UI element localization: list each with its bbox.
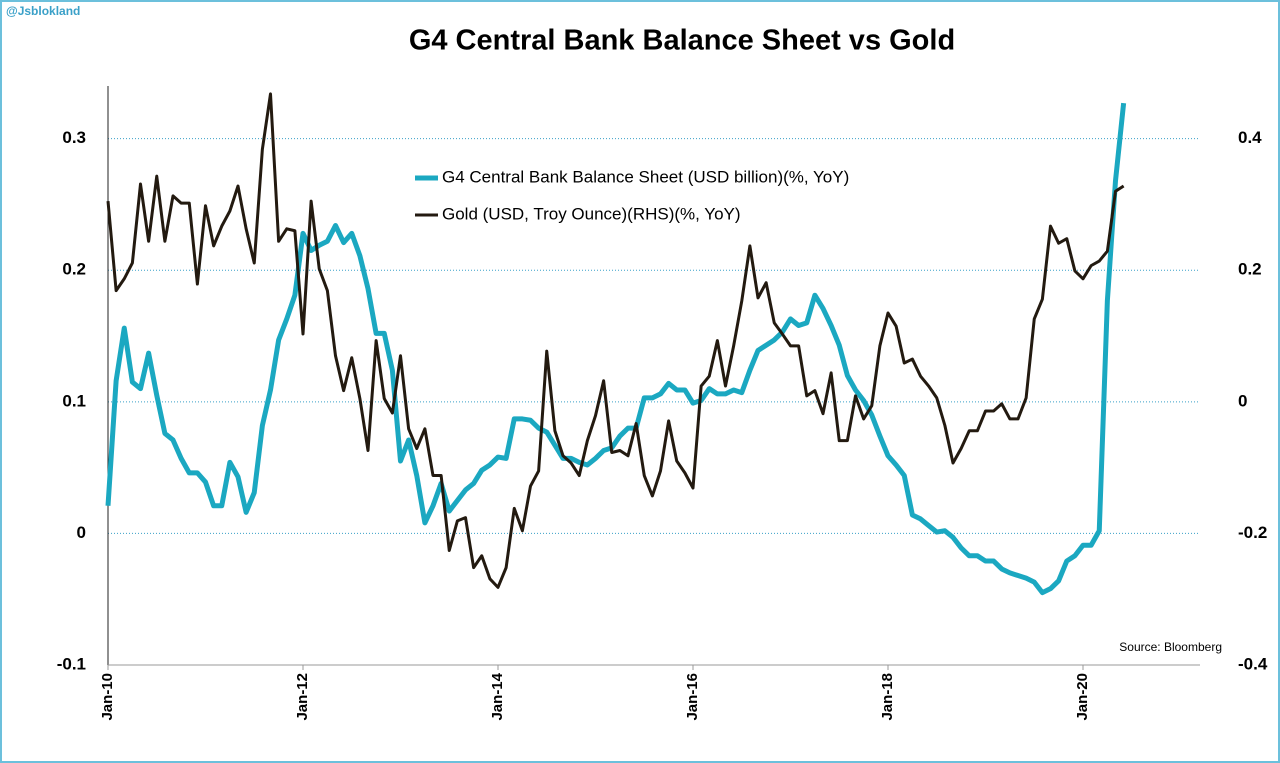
x-tick-label: Jan-14	[489, 672, 506, 720]
y2-tick-label: 0.4	[1238, 128, 1262, 147]
y2-tick-label: -0.2	[1238, 523, 1267, 542]
y-tick-label: -0.1	[57, 654, 86, 673]
series-line	[106, 92, 1125, 589]
y-tick-label: 0.1	[62, 391, 86, 410]
source-note: Source: Bloomberg	[1119, 640, 1222, 654]
y2-tick-label: 0.2	[1238, 260, 1262, 279]
y-tick-label: 0.3	[62, 128, 86, 147]
x-tick-label: Jan-18	[879, 673, 896, 721]
y2-tick-label: 0	[1238, 391, 1247, 410]
x-tick-label: Jan-10	[99, 673, 116, 721]
y-tick-label: 0	[77, 523, 86, 542]
watermark: @Jsblokland	[6, 4, 80, 18]
x-tick-label: Jan-16	[684, 673, 701, 721]
x-tick-label: Jan-12	[294, 673, 311, 721]
chart-title: G4 Central Bank Balance Sheet vs Gold	[409, 25, 955, 57]
x-tick-label: Jan-20	[1074, 673, 1091, 721]
y-tick-label: 0.2	[62, 260, 86, 279]
series-line	[105, 102, 1127, 596]
legend-label: G4 Central Bank Balance Sheet (USD billi…	[442, 167, 849, 186]
legend-label: Gold (USD, Troy Ounce)(RHS)(%, YoY)	[442, 204, 741, 223]
y2-tick-label: -0.4	[1238, 654, 1268, 673]
